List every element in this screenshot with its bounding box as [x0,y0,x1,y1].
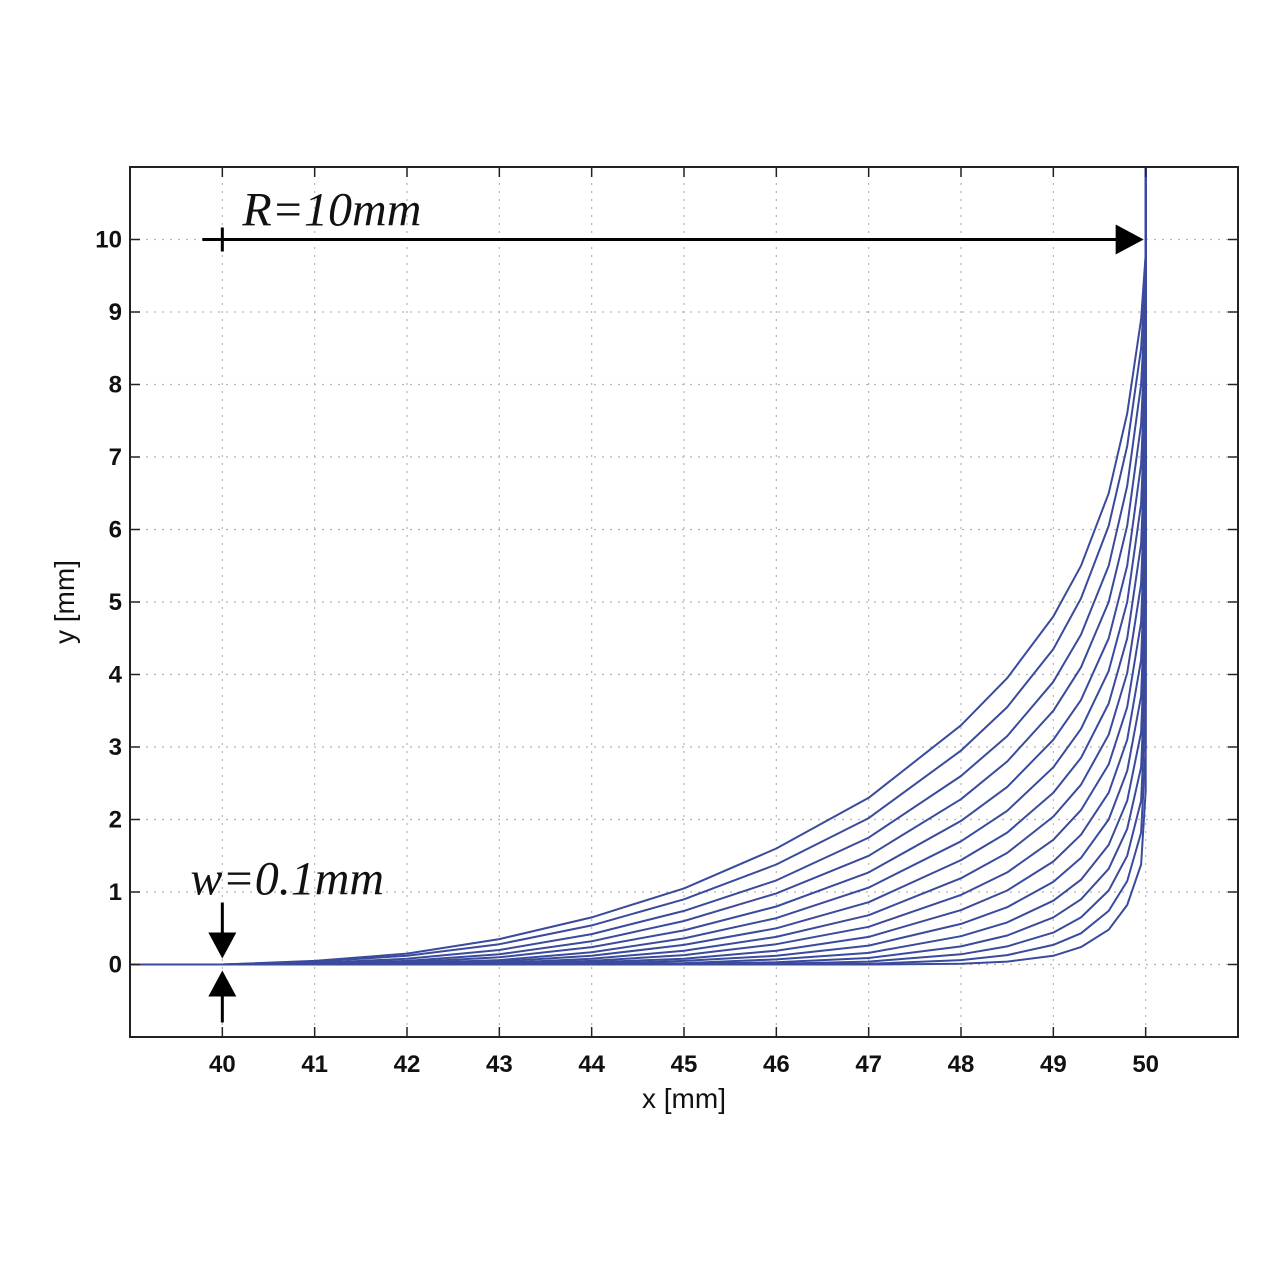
y-axis-label: y [mm] [49,560,80,644]
series-line-13 [130,167,1147,966]
y-tick-label: 3 [109,734,122,761]
series-line-4 [130,167,1147,966]
width-arrow-down-head [208,932,237,959]
grid [130,167,1238,1037]
width-arrow-up-head [208,970,237,997]
y-tick-label: 4 [109,662,123,689]
x-tick-label: 44 [578,1051,605,1078]
x-tick-label: 45 [671,1051,698,1078]
y-tick-label: 7 [109,444,122,471]
series-line-7 [130,167,1147,966]
x-tick-label: 50 [1132,1051,1159,1078]
y-tick-label: 0 [109,952,122,979]
series-line-2 [130,167,1147,966]
y-tick-label: 6 [109,517,122,544]
radius-arrow-head [1115,224,1144,255]
y-tick-label: 8 [109,372,122,399]
y-tick-label: 9 [109,299,122,326]
radius-annotation-label: R=10mm [241,184,421,237]
x-tick-label: 42 [394,1051,421,1078]
x-tick-label: 40 [209,1051,236,1078]
y-tick-label: 1 [109,879,122,906]
series-line-11 [130,167,1147,966]
series-line-1 [130,167,1147,966]
x-tick-label: 41 [301,1051,328,1078]
series-line-6 [130,167,1147,966]
series-line-9 [130,167,1147,966]
series-line-14 [130,167,1147,966]
series-line-5 [130,167,1147,966]
x-tick-label: 47 [855,1051,882,1078]
series-line-12 [130,167,1147,966]
x-tick-label: 48 [948,1051,975,1078]
series-line-8 [130,167,1147,966]
x-axis-label: x [mm] [642,1083,726,1114]
width-annotation-label: w=0.1mm [190,853,384,906]
x-tick-label: 46 [763,1051,790,1078]
y-tick-label: 5 [109,589,122,616]
series-line-15 [130,167,1147,966]
series-group [130,167,1147,966]
series-line-16 [130,167,1147,966]
y-tick-label: 2 [109,807,122,834]
x-tick-label: 49 [1040,1051,1067,1078]
annotations: R=10mm w=0.1mm [190,184,1144,1023]
series-line-10 [130,167,1147,966]
series-line-3 [130,167,1147,966]
x-tick-label: 43 [486,1051,513,1078]
y-tick-label: 10 [95,227,122,254]
